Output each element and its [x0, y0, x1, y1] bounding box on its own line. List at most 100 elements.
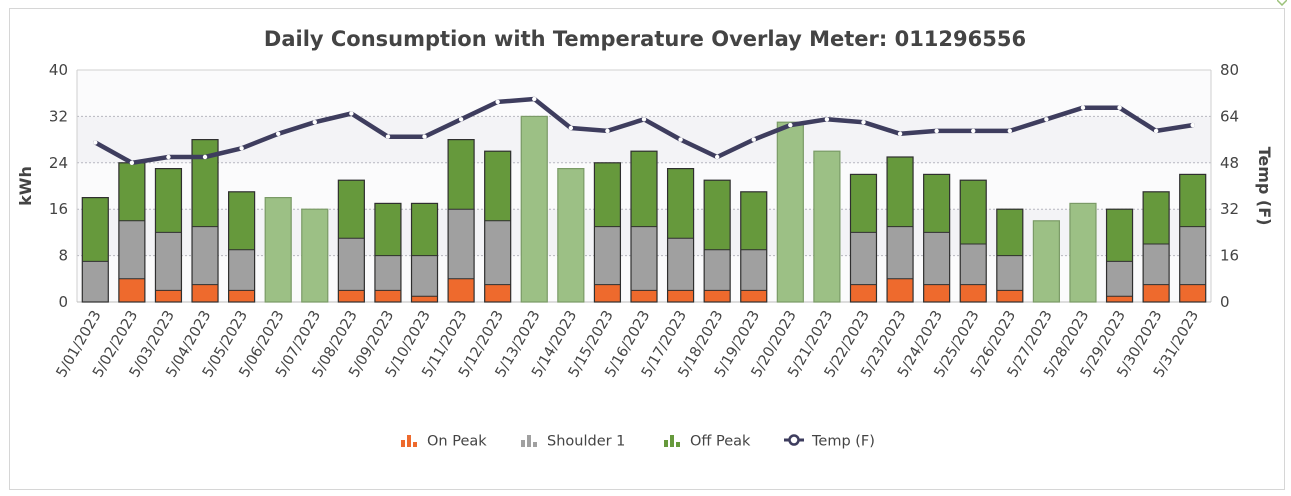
- temperature-point: [568, 125, 574, 131]
- bar-off-peak: [1069, 203, 1096, 302]
- temperature-point: [641, 117, 647, 122]
- bar-off-peak: [301, 209, 328, 302]
- temperature-point: [1080, 105, 1086, 110]
- bar-outline: [154, 168, 183, 303]
- bar-off-peak: [265, 197, 292, 302]
- bar-outline: [959, 179, 987, 303]
- bar-outline: [484, 150, 512, 303]
- bar-on-peak: [631, 290, 657, 302]
- bar-outline: [1069, 202, 1097, 303]
- bar-off-peak: [887, 157, 914, 227]
- right-tick-label: 16: [1220, 247, 1239, 265]
- bar-off-peak: [82, 197, 109, 262]
- bar-outline: [264, 197, 292, 303]
- bar-shoulder-1: [850, 232, 877, 285]
- bar-off-peak: [484, 151, 511, 221]
- legend-bar-icon: [670, 435, 674, 447]
- bar-outline: [886, 156, 914, 303]
- bar-off-peak: [1179, 174, 1206, 227]
- left-tick-label: 8: [58, 247, 68, 265]
- bar-on-peak: [411, 296, 438, 302]
- legend-label: Shoulder 1: [547, 434, 625, 450]
- bar-shoulder-1: [704, 249, 731, 291]
- bar-on-peak: [228, 290, 255, 302]
- bar-on-peak: [960, 284, 987, 302]
- bar-outline: [228, 191, 256, 303]
- bar-outline: [1032, 220, 1060, 303]
- temperature-point: [678, 137, 683, 142]
- bar-shoulder-1: [887, 226, 914, 279]
- legend-bar-icon: [527, 435, 531, 447]
- bar-off-peak: [923, 174, 950, 233]
- bar-off-peak: [704, 180, 731, 250]
- bar-shoulder-1: [338, 238, 365, 291]
- bar-outline: [1105, 208, 1134, 303]
- left-axis-ticks: 0 8 16 24 32 40: [49, 61, 68, 311]
- legend-label: Temp (F): [811, 434, 875, 450]
- bar-off-peak: [448, 139, 475, 210]
- bar-on-peak: [1179, 284, 1206, 302]
- temperature-point: [605, 128, 610, 134]
- bar-outline: [593, 162, 622, 303]
- bar-outline: [520, 115, 548, 303]
- bar-off-peak: [1106, 209, 1133, 262]
- bar-outline: [447, 139, 475, 303]
- bar-outline: [703, 179, 731, 303]
- bar-shoulder-1: [374, 255, 401, 291]
- bar-outline: [301, 208, 329, 303]
- temperature-point: [422, 134, 427, 139]
- temperature-point: [971, 128, 976, 134]
- bar-on-peak: [192, 284, 219, 302]
- temperature-line: [93, 96, 1195, 166]
- temperature-point: [1007, 128, 1013, 134]
- right-tick-label: 80: [1220, 61, 1239, 79]
- x-axis-ticks: 5/01/20235/02/20235/03/20235/04/20235/05…: [54, 308, 1202, 380]
- bar-shoulder-1: [155, 232, 182, 291]
- bar-off-peak: [228, 191, 255, 250]
- temperature-point: [495, 99, 500, 105]
- bar-shoulder-1: [118, 220, 145, 279]
- temperature-point: [312, 120, 317, 125]
- left-tick-label: 0: [58, 293, 68, 311]
- bar-on-peak: [740, 290, 767, 302]
- bar-on-peak: [484, 284, 511, 302]
- temperature-point: [934, 128, 939, 134]
- temperature-point: [824, 117, 830, 122]
- bar-shoulder-1: [192, 226, 219, 285]
- bar-off-peak: [118, 162, 145, 221]
- bar-series: [81, 115, 1207, 303]
- bar-on-peak: [887, 278, 914, 302]
- bar-on-peak: [996, 290, 1023, 302]
- bar-shoulder-1: [1179, 226, 1206, 285]
- bar-on-peak: [374, 290, 401, 302]
- bar-on-peak: [338, 290, 365, 302]
- bar-outline: [666, 168, 695, 303]
- corner-marker-icon: [1277, 0, 1287, 6]
- bar-off-peak: [594, 162, 621, 227]
- temperature-point: [1153, 128, 1159, 134]
- left-tick-label: 16: [49, 200, 68, 218]
- left-tick-label: 24: [49, 154, 68, 172]
- bar-on-peak: [704, 290, 731, 302]
- bar-off-peak: [521, 116, 548, 303]
- legend-bar-icon: [413, 442, 417, 447]
- left-tick-label: 32: [49, 107, 68, 125]
- bar-shoulder-1: [411, 255, 438, 297]
- bar-on-peak: [923, 284, 950, 302]
- temperature-point: [897, 131, 903, 136]
- legend-bar-icon: [407, 435, 411, 447]
- bar-outline: [813, 150, 841, 303]
- temperature-point: [1117, 105, 1122, 110]
- legend-bar-icon: [676, 442, 680, 447]
- bar-on-peak: [448, 278, 475, 302]
- legend-bar-icon: [664, 440, 668, 447]
- bar-shoulder-1: [1143, 244, 1170, 285]
- bar-outline: [1179, 173, 1207, 303]
- bar-shoulder-1: [228, 249, 255, 291]
- bar-on-peak: [1143, 284, 1170, 302]
- legend-bar-icon: [533, 442, 537, 447]
- bar-shoulder-1: [448, 209, 475, 279]
- left-tick-label: 40: [49, 61, 68, 79]
- temperature-point: [1190, 122, 1195, 128]
